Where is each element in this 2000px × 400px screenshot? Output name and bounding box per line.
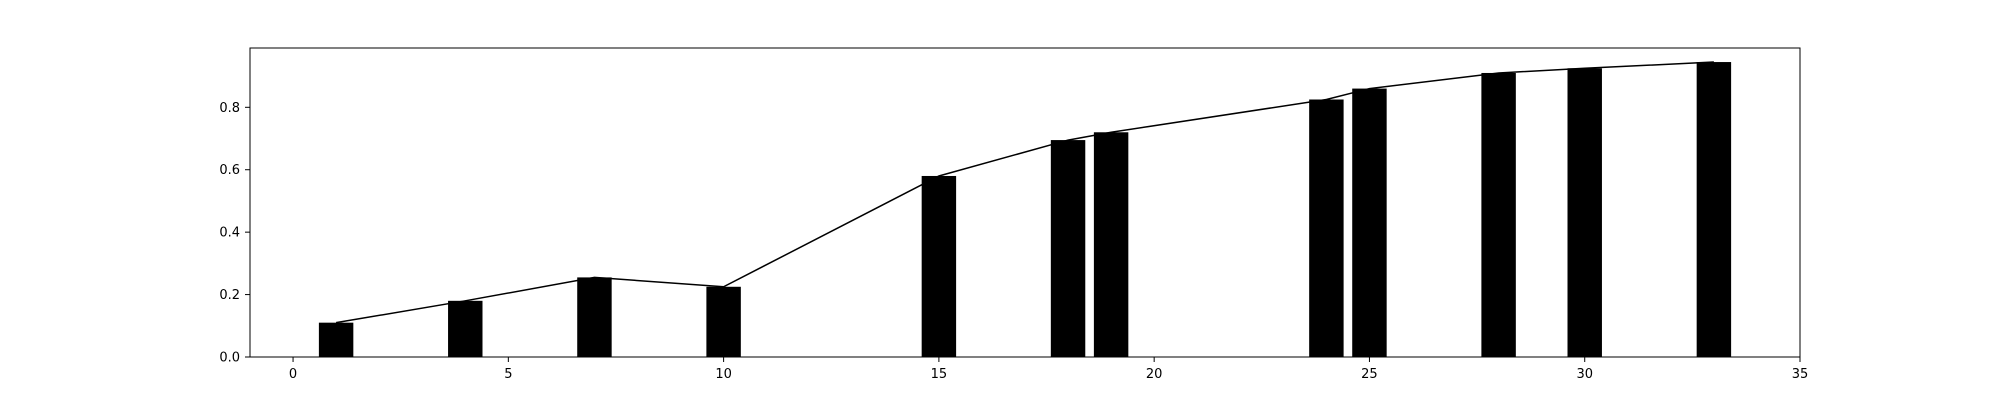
- bar: [1696, 62, 1732, 357]
- x-tick-label: 35: [1792, 367, 1809, 382]
- y-tick-label: 0.0: [219, 351, 240, 366]
- bar: [318, 322, 354, 357]
- line-series: [335, 61, 1714, 324]
- bar: [577, 277, 612, 357]
- x-tick-label: 0: [289, 367, 297, 382]
- bar: [706, 286, 741, 357]
- x-axis: 0 5 10 15 20 25 30 35: [289, 357, 1808, 382]
- x-tick-label: 10: [715, 367, 732, 382]
- y-tick-label: 0.4: [219, 226, 240, 241]
- bar: [1093, 132, 1129, 357]
- bar: [1309, 99, 1344, 357]
- x-tick-label: 15: [931, 367, 948, 382]
- y-tick-label: 0.8: [219, 101, 240, 116]
- x-tick-label: 25: [1361, 367, 1378, 382]
- y-axis: 0.0 0.2 0.4 0.6 0.8: [219, 101, 250, 366]
- bar: [921, 175, 957, 357]
- bar: [1352, 88, 1387, 358]
- bar: [1050, 140, 1086, 357]
- bar: [448, 300, 483, 357]
- bar: [1481, 72, 1516, 357]
- x-tick-label: 5: [504, 367, 512, 382]
- plot-frame: [249, 47, 1801, 358]
- plot-area: [250, 48, 1800, 357]
- bar: [1567, 68, 1602, 358]
- y-tick-label: 0.6: [219, 163, 240, 178]
- bar-series: [318, 62, 1732, 358]
- y-tick-label: 0.2: [219, 288, 240, 303]
- x-tick-label: 20: [1146, 367, 1163, 382]
- x-tick-label: 30: [1576, 367, 1593, 382]
